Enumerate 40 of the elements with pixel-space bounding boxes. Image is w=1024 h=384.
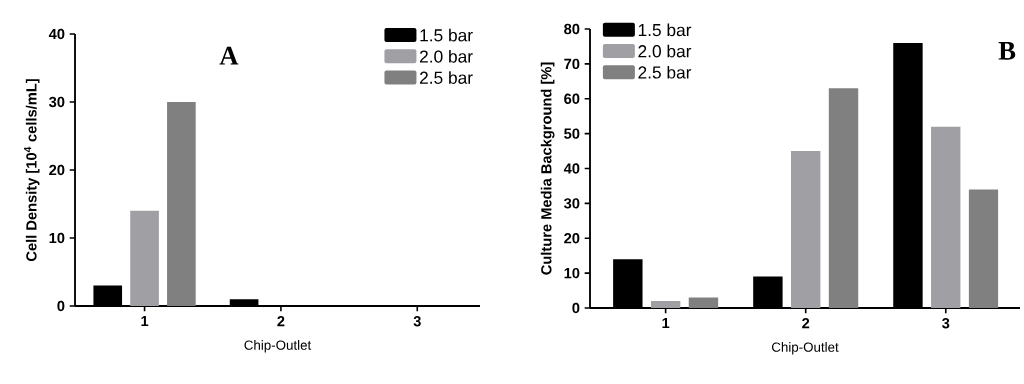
legend-label: 1.5 bar: [638, 23, 692, 37]
x-tick-label: 1: [662, 318, 670, 329]
annotation: B: [998, 42, 1016, 60]
y-tick-label: 0: [57, 300, 65, 312]
legend-label: 2.0 bar: [419, 49, 473, 63]
y-tick-label: 20: [49, 164, 65, 176]
bar: [688, 297, 719, 308]
legend-label: 2.5 bar: [638, 65, 692, 79]
y-tick-label: 30: [48, 96, 65, 108]
legend-label: 1.5 bar: [420, 28, 473, 42]
x-axis-title: Chip-Outlet: [771, 342, 839, 355]
bar: [828, 88, 859, 308]
y-tick-label: 10: [49, 232, 65, 244]
x-tick-label: 3: [942, 318, 950, 329]
y-axis-title: Cell Density [10$^{4}$ cells/mL]: [24, 79, 40, 262]
y-tick-label: 80: [564, 23, 580, 35]
x-tick-label: 3: [413, 316, 421, 327]
legend-label: 2.5 bar: [419, 71, 473, 84]
annotation: A: [219, 46, 239, 65]
y-tick-label: 50: [564, 128, 580, 139]
y-tick-label: 60: [564, 93, 580, 104]
y-axis-title: Culture Media Background [%]: [540, 62, 555, 275]
x-tick-label: 1: [141, 316, 149, 327]
legend-label: 2.0 bar: [638, 44, 692, 58]
y-tick-label: 30: [563, 198, 580, 209]
bar: [130, 210, 159, 306]
x-axis-title: Chip-Outlet: [244, 340, 312, 353]
y-tick-label: 40: [48, 28, 65, 40]
x-tick-label: 2: [277, 316, 285, 327]
x-tick-label: 2: [802, 318, 810, 329]
bar: [650, 301, 681, 308]
bar: [968, 189, 999, 308]
y-tick-label: 70: [564, 58, 580, 70]
y-tick-label: 10: [564, 267, 580, 279]
y-tick-label: 20: [564, 233, 580, 244]
bar: [167, 101, 196, 306]
bar: [931, 126, 961, 308]
bar: [791, 151, 821, 308]
y-tick-label: 0: [572, 302, 580, 314]
y-tick-label: 40: [563, 163, 580, 174]
